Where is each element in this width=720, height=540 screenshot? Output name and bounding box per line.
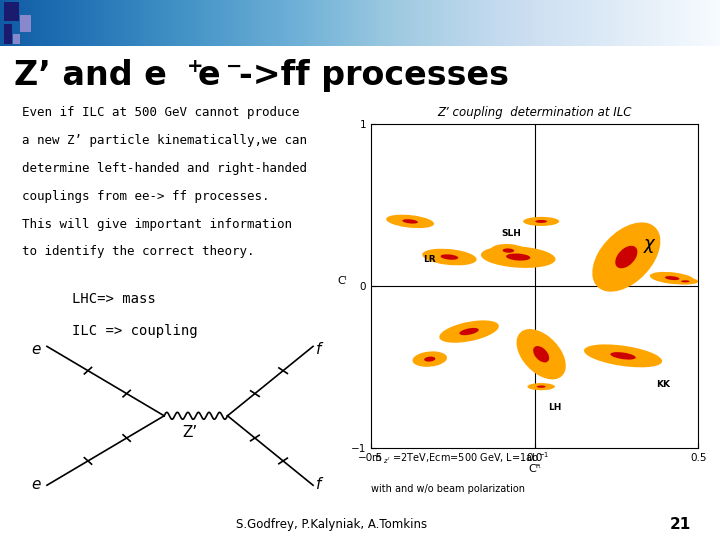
Text: +: + bbox=[187, 57, 204, 76]
Ellipse shape bbox=[611, 352, 636, 360]
Text: ILC => coupling: ILC => coupling bbox=[72, 324, 197, 338]
Text: determine left-handed and right-handed: determine left-handed and right-handed bbox=[22, 162, 307, 175]
Text: SLH: SLH bbox=[502, 228, 522, 238]
Ellipse shape bbox=[516, 329, 566, 380]
Text: m $_{z'}$ =2TeV,Ecm=500 GeV, L=1ab$^{-1}$: m $_{z'}$ =2TeV,Ecm=500 GeV, L=1ab$^{-1}… bbox=[371, 451, 549, 467]
Text: e: e bbox=[31, 477, 40, 492]
Text: ->ff processes: ->ff processes bbox=[238, 59, 508, 92]
Bar bbox=[4, 2, 19, 21]
Bar bbox=[20, 15, 31, 32]
Ellipse shape bbox=[402, 219, 418, 224]
X-axis label: Cᴿ: Cᴿ bbox=[528, 464, 541, 475]
Ellipse shape bbox=[459, 328, 479, 335]
Text: Z’ coupling  determination at ILC: Z’ coupling determination at ILC bbox=[437, 106, 632, 119]
Text: LR: LR bbox=[423, 254, 436, 264]
Y-axis label: Cˡ: Cˡ bbox=[338, 276, 347, 286]
Text: S.Godfrey, P.Kalyniak, A.Tomkins: S.Godfrey, P.Kalyniak, A.Tomkins bbox=[235, 518, 427, 531]
Ellipse shape bbox=[584, 345, 662, 367]
Ellipse shape bbox=[523, 217, 559, 226]
Ellipse shape bbox=[506, 253, 531, 261]
Ellipse shape bbox=[681, 280, 690, 282]
Ellipse shape bbox=[593, 222, 660, 292]
Ellipse shape bbox=[441, 254, 458, 260]
Ellipse shape bbox=[536, 386, 546, 388]
Text: −: − bbox=[226, 57, 243, 76]
Text: f: f bbox=[316, 342, 322, 357]
Text: LH: LH bbox=[548, 403, 561, 412]
Text: LHC=> mass: LHC=> mass bbox=[72, 292, 156, 306]
Ellipse shape bbox=[616, 246, 637, 268]
Ellipse shape bbox=[535, 220, 547, 223]
Text: a new Z’ particle kinematically,we can: a new Z’ particle kinematically,we can bbox=[22, 134, 307, 147]
Text: e: e bbox=[198, 59, 220, 92]
Text: Even if ILC at 500 GeV cannot produce: Even if ILC at 500 GeV cannot produce bbox=[22, 106, 299, 119]
Text: 21: 21 bbox=[670, 517, 691, 532]
Text: Z’: Z’ bbox=[182, 424, 197, 440]
Text: Z’ and e: Z’ and e bbox=[14, 59, 167, 92]
Ellipse shape bbox=[527, 383, 555, 390]
Ellipse shape bbox=[424, 356, 436, 362]
Ellipse shape bbox=[503, 248, 514, 253]
Ellipse shape bbox=[386, 215, 434, 228]
Ellipse shape bbox=[439, 320, 499, 343]
Ellipse shape bbox=[533, 346, 549, 362]
Text: to identify the correct theory.: to identify the correct theory. bbox=[22, 246, 254, 259]
Ellipse shape bbox=[413, 352, 447, 367]
Text: e: e bbox=[31, 342, 40, 357]
Ellipse shape bbox=[422, 249, 477, 265]
Text: f: f bbox=[316, 477, 322, 492]
Text: couplings from ee-> ff processes.: couplings from ee-> ff processes. bbox=[22, 190, 269, 202]
Ellipse shape bbox=[490, 244, 526, 257]
Ellipse shape bbox=[672, 278, 698, 285]
Text: KK: KK bbox=[656, 380, 670, 389]
Ellipse shape bbox=[650, 272, 695, 285]
Ellipse shape bbox=[665, 276, 680, 280]
Ellipse shape bbox=[481, 246, 556, 268]
Bar bbox=[13, 33, 20, 44]
Bar bbox=[4, 24, 12, 44]
Text: with and w/o beam polarization: with and w/o beam polarization bbox=[371, 484, 525, 494]
Text: This will give important information: This will give important information bbox=[22, 218, 292, 231]
Text: $\chi$: $\chi$ bbox=[643, 237, 657, 255]
